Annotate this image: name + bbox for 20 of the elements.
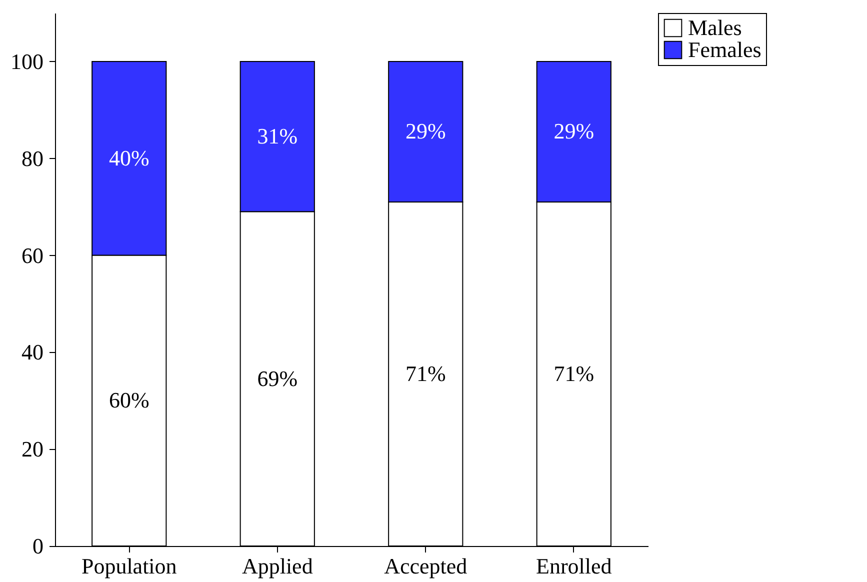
data-label: 71% <box>554 360 594 386</box>
data-label: 31% <box>257 124 298 149</box>
y-tick-label: 80 <box>22 146 44 171</box>
x-tick-label: Applied <box>242 554 313 578</box>
data-label: 71% <box>405 360 446 386</box>
legend-label: Males <box>688 15 742 40</box>
y-tick-label: 20 <box>22 436 44 462</box>
y-tick-label: 60 <box>22 242 44 268</box>
x-tick-label: Population <box>81 554 177 578</box>
y-tick-label: 100 <box>10 48 44 74</box>
data-label: 29% <box>405 118 446 144</box>
data-label: 69% <box>257 366 298 391</box>
y-tick-label: 0 <box>32 534 44 558</box>
data-label: 60% <box>108 388 150 413</box>
legend-label: Females <box>688 37 762 62</box>
x-tick-label: Enrolled <box>536 554 612 578</box>
x-tick-label: Accepted <box>384 554 468 578</box>
data-label: 40% <box>108 145 150 170</box>
data-label: 29% <box>554 118 594 144</box>
y-tick-label: 40 <box>22 340 44 365</box>
